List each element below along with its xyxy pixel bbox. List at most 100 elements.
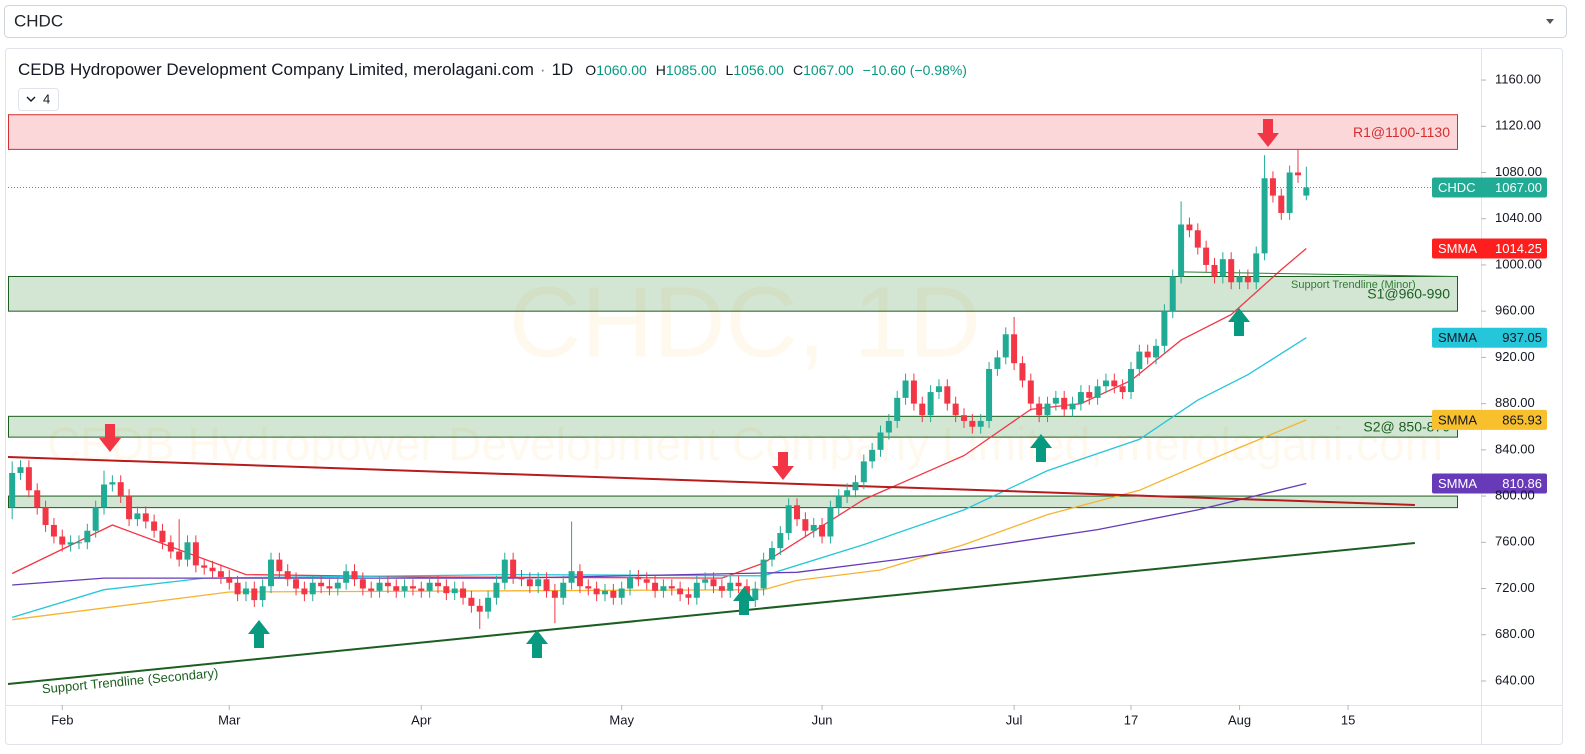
candle-body bbox=[318, 582, 325, 587]
candle-body bbox=[1011, 334, 1018, 364]
y-tick-label: 880.00 bbox=[1495, 395, 1535, 410]
legend-change: −10.60 (−0.98%) bbox=[863, 62, 967, 78]
x-tick-label: Feb bbox=[51, 712, 73, 727]
candle-body bbox=[860, 461, 867, 483]
candle-body bbox=[501, 559, 508, 583]
legend-title: CEDB Hydropower Development Company Limi… bbox=[18, 60, 534, 79]
indicator-toggle[interactable]: 4 bbox=[18, 88, 59, 111]
x-tick-label: Apr bbox=[411, 712, 432, 727]
candle-body bbox=[42, 507, 49, 525]
candle-body bbox=[443, 586, 450, 594]
price-label-box bbox=[1432, 473, 1547, 494]
select-box[interactable] bbox=[4, 5, 1567, 38]
legend-value: 1056.00 bbox=[733, 62, 784, 78]
candle-body bbox=[368, 588, 375, 591]
candle-body bbox=[351, 571, 358, 580]
candle-body bbox=[652, 582, 659, 591]
candle-body bbox=[201, 565, 208, 568]
candle-body bbox=[184, 542, 191, 560]
legend-key: L bbox=[726, 62, 734, 78]
zone-label: S1@960-990 bbox=[1367, 286, 1450, 302]
zone bbox=[8, 415, 1458, 438]
y-tick-label: 640.00 bbox=[1495, 672, 1535, 687]
candle-body bbox=[551, 590, 558, 598]
candle-body bbox=[1069, 403, 1076, 410]
candle-body bbox=[1077, 392, 1084, 404]
candle-body bbox=[952, 403, 959, 416]
candle-body bbox=[785, 505, 792, 534]
candle-body bbox=[34, 490, 41, 508]
price-label-box bbox=[1432, 238, 1547, 259]
candle-body bbox=[685, 594, 692, 598]
up-arrow bbox=[248, 620, 270, 648]
y-tick-label: 720.00 bbox=[1495, 580, 1535, 595]
candle-body bbox=[802, 519, 809, 531]
candle-body bbox=[568, 571, 575, 583]
candle-body bbox=[535, 579, 542, 587]
candle-body bbox=[810, 524, 817, 531]
down-arrow bbox=[1257, 119, 1279, 147]
zone-label: S2@ 850-870 bbox=[1363, 418, 1450, 434]
candle-body bbox=[268, 559, 275, 587]
candle-body bbox=[159, 530, 166, 543]
candle-body bbox=[1303, 187, 1310, 196]
y-tick-label: 920.00 bbox=[1495, 349, 1535, 364]
candle-body bbox=[710, 579, 717, 587]
candle-body bbox=[560, 582, 567, 598]
candle-body bbox=[518, 576, 525, 580]
candle-body bbox=[702, 579, 709, 583]
candle-body bbox=[794, 505, 801, 520]
candle-body bbox=[718, 586, 725, 591]
indicator-caret[interactable] bbox=[26, 96, 36, 102]
select-value[interactable]: CHDC bbox=[14, 11, 63, 30]
indicator-count[interactable]: 4 bbox=[43, 91, 50, 106]
candle-body bbox=[994, 357, 1001, 369]
candle-body bbox=[451, 588, 458, 594]
candle-body bbox=[142, 513, 149, 522]
candle-body bbox=[643, 579, 650, 583]
candle-body bbox=[601, 590, 608, 595]
candle-body bbox=[376, 582, 383, 591]
symbol-select[interactable]: CHDC bbox=[4, 5, 1567, 38]
candle-body bbox=[334, 582, 341, 589]
candle-body bbox=[894, 397, 901, 421]
candle-body bbox=[760, 559, 767, 589]
candle-body bbox=[752, 588, 759, 601]
candle-body bbox=[585, 586, 592, 589]
candle-body bbox=[1294, 172, 1301, 176]
candle-body bbox=[109, 482, 116, 485]
candle-body bbox=[101, 484, 108, 508]
indicator-button[interactable] bbox=[18, 88, 59, 111]
candle-body bbox=[25, 467, 32, 491]
candle-body bbox=[852, 482, 859, 491]
candle-body bbox=[1086, 392, 1093, 398]
candle-body bbox=[693, 582, 700, 598]
candle-body bbox=[434, 582, 441, 587]
y-tick-label: 1000.00 bbox=[1495, 256, 1542, 271]
candle-body bbox=[827, 507, 834, 537]
y-tick-label: 1080.00 bbox=[1495, 164, 1542, 179]
up-arrow bbox=[1030, 434, 1052, 462]
candle-body bbox=[209, 567, 216, 572]
legend: CEDB Hydropower Development Company Limi… bbox=[18, 60, 967, 79]
candle-body bbox=[961, 415, 968, 421]
candle-body bbox=[1278, 195, 1285, 213]
candle-body bbox=[293, 579, 300, 589]
candle-body bbox=[9, 472, 16, 508]
y-tick-label: 840.00 bbox=[1495, 441, 1535, 456]
candle-body bbox=[768, 548, 775, 560]
candle-body bbox=[167, 542, 174, 552]
x-tick-label: Aug bbox=[1228, 712, 1251, 727]
candle-body bbox=[192, 542, 199, 566]
candle-body bbox=[819, 524, 826, 537]
y-tick-label: 1120.00 bbox=[1495, 118, 1541, 133]
candle-body bbox=[1253, 253, 1260, 283]
candle-body bbox=[384, 582, 391, 587]
candle-body bbox=[927, 392, 934, 416]
candle-body bbox=[251, 588, 258, 601]
candle-body bbox=[84, 530, 91, 543]
candle-body bbox=[393, 586, 400, 591]
select-caret[interactable] bbox=[1546, 19, 1554, 24]
candle-body bbox=[1052, 397, 1059, 404]
